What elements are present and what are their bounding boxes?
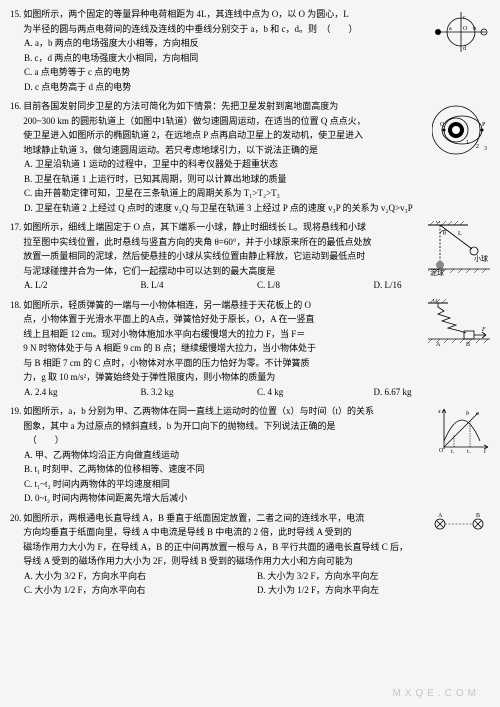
question-17: O θ L 小球 泥球 17. 如图所示，细线上端固定于 O 点，其下端系一小球… [10, 221, 490, 293]
q16-options: A. 卫星沿轨道 1 运动的过程中，卫星中的科考仪器处于超重状态 B. 卫星在轨… [24, 158, 490, 215]
label-2: 2 [476, 144, 479, 150]
q16-stem: 目前各国发射同步卫星的方法可简化为如下情景：先把卫星发射到离地面高度为 200~… [23, 100, 490, 158]
question-19: x t a b t₁ t₂ O 19. 如图所示，a，b 分别为甲、乙两物体在同… [10, 405, 490, 506]
q17-options: A. L/2 B. L/4 C. L/8 D. L/16 [24, 279, 490, 293]
label-F: F [481, 327, 486, 333]
label-Q: Q [440, 122, 445, 128]
q20-stem: 如图所示，两根通电长直导线 A，B 垂直于纸面固定放置，二者之间的连线水平，电流… [23, 512, 490, 570]
label-d: d [463, 46, 466, 52]
question-20: A B 20. 如图所示，两根通电长直导线 A，B 垂直于纸面固定放置，二者之间… [10, 512, 490, 598]
q19-stem: 如图所示，a，b 分别为甲、乙两物体在同一直线上运动时的位置（x）与时间（t）的… [23, 405, 490, 449]
label-t2: t₂ [467, 449, 471, 453]
q19-num: 19. [10, 405, 21, 449]
q17-stem: 如图所示，细线上端固定于 O 点，其下端系一小球，静止时细线长 L。现将悬线和小… [23, 221, 490, 279]
label-P: P [482, 122, 486, 128]
q20-options: A. 大小为 3/2 F，方向水平向右 B. 大小为 3/2 F，方向水平向左 … [24, 570, 490, 598]
q15-num: 15. [10, 8, 21, 37]
label-O18: O [433, 299, 438, 304]
label-O: O [463, 26, 468, 32]
question-18: F O A B 18. 如图所示，轻质弹簧的一端与一小物体相连，另一端悬挂于天花… [10, 299, 490, 400]
diagram-18: F O A B [428, 299, 490, 352]
q15-options: A. a，b 两点的电场强度大小相等，方向相反 B. c，d 两点的电场强度大小… [24, 37, 490, 94]
label-theta: θ [443, 231, 446, 237]
watermark: MXQE.COM [392, 686, 480, 701]
q19-options: A. 甲、乙两物体均沿正方向做直线运动 B. t₁ 时刻甲、乙两物体的位移相等、… [24, 449, 490, 506]
label-b: b [466, 411, 469, 417]
label-L: L [458, 231, 462, 237]
diagram-16: P Q 1 2 3 [432, 104, 490, 161]
diagram-15: a b c d O [432, 8, 490, 61]
label-A18: A [436, 342, 441, 347]
label-B18: B [466, 342, 470, 347]
diagram-19: x t a b t₁ t₂ O [436, 405, 490, 458]
q17-num: 17. [10, 221, 21, 279]
question-15: a b c d O 15. 如图所示，两个固定的等量异种电荷相距为 4L，其连线… [10, 8, 490, 94]
q20-num: 20. [10, 512, 21, 570]
label-b: b [473, 26, 476, 32]
q16-num: 16. [10, 100, 21, 158]
diagram-17: O θ L 小球 泥球 [428, 221, 490, 282]
label-ball: 小球 [474, 254, 488, 263]
label-t1: t₁ [451, 449, 455, 453]
q18-stem: 如图所示，轻质弹簧的一端与一小物体相连，另一端悬挂于天花板上的 O 点，小物体置… [23, 299, 490, 386]
label-a: a [476, 411, 479, 417]
label-a: a [449, 26, 452, 32]
question-16: P Q 1 2 3 16. 目前各国发射同步卫星的方法可简化为如下情景：先把卫星… [10, 100, 490, 215]
label-A20: A [438, 513, 443, 519]
label-t: t [484, 449, 486, 453]
label-O19: O [439, 448, 444, 453]
label-B20: B [476, 513, 480, 519]
label-O17: O [436, 221, 441, 225]
q18-num: 18. [10, 299, 21, 386]
label-c: c [463, 15, 466, 21]
label-1: 1 [466, 140, 469, 146]
q18-options: A. 2.4 kg B. 3.2 kg C. 4 kg D. 6.67 kg [24, 386, 490, 400]
label-3: 3 [484, 146, 487, 152]
diagram-20: A B [428, 512, 490, 541]
label-x: x [437, 409, 441, 415]
q15-stem: 如图所示，两个固定的等量异种电荷相距为 4L，其连线中点为 O，以 O 为圆心，… [23, 8, 490, 37]
